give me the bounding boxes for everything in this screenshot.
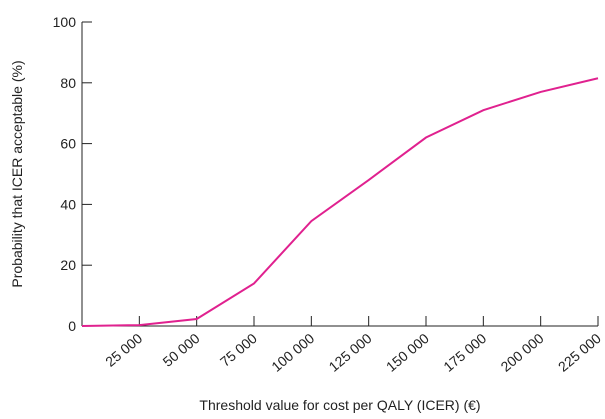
x-tick-label: 125 000 xyxy=(326,330,375,375)
y-tick-label: 40 xyxy=(60,196,76,212)
y-tick-label: 100 xyxy=(53,14,77,30)
data-line xyxy=(81,77,599,327)
y-tick-label: 0 xyxy=(68,318,76,334)
x-axis-label: Threshold value for cost per QALY (ICER)… xyxy=(199,397,480,413)
x-tick-label: 50 000 xyxy=(160,330,203,370)
y-axis-label: Probability that ICER acceptable (%) xyxy=(9,60,25,287)
y-tick-label: 60 xyxy=(60,136,76,152)
x-tick-label: 75 000 xyxy=(217,330,260,370)
x-tick-label: 25 000 xyxy=(102,330,145,370)
x-tick-label: 100 000 xyxy=(268,330,317,375)
x-tick-label: 225 000 xyxy=(555,330,604,375)
y-tick-label: 20 xyxy=(60,257,76,273)
x-tick-label: 200 000 xyxy=(498,330,547,375)
y-tick-label: 80 xyxy=(60,75,76,91)
x-tick-label: 175 000 xyxy=(440,330,489,375)
x-tick-label: 150 000 xyxy=(383,330,432,375)
